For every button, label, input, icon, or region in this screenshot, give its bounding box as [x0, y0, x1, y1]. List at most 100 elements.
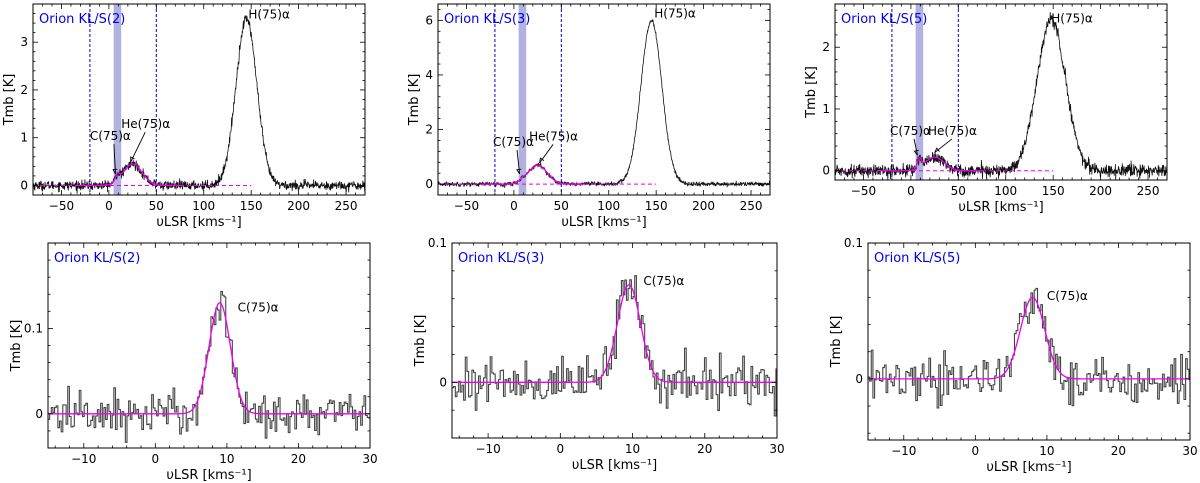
- x-axis-label: υLSR [kms⁻¹]: [561, 215, 646, 230]
- x-tick-label: 0: [972, 444, 980, 458]
- annotation-arrow: [913, 138, 918, 156]
- x-axis-label: υLSR [kms⁻¹]: [572, 458, 657, 473]
- y-tick-label: 1: [822, 102, 830, 116]
- plot-area: [868, 287, 1190, 409]
- y-tick-label: 2: [822, 40, 830, 54]
- x-tick-label: 10: [1039, 444, 1054, 458]
- y-axis-label: Tmb [K]: [829, 316, 844, 369]
- x-tick-label: 250: [740, 199, 763, 213]
- chart-panel-6: −10 0 10 20 30 0 0.1 υLSR [kms⁻¹] Tmb [K] Orion K…: [829, 236, 1198, 475]
- y-tick-label: 2: [425, 123, 433, 137]
- source-label: Orion KL/S(3): [458, 251, 544, 266]
- x-tick-label: −50: [851, 184, 876, 198]
- x-tick-label: 50: [951, 184, 966, 198]
- x-tick-label: 250: [335, 199, 358, 213]
- x-tick-label: 150: [240, 199, 263, 213]
- x-tick-label: 0: [152, 452, 160, 466]
- x-tick-label: 50: [554, 199, 569, 213]
- y-axis-label: Tmb [K]: [2, 74, 17, 127]
- x-tick-label: 20: [697, 442, 712, 456]
- velocity-band: [915, 4, 924, 180]
- gaussian-fit: [48, 302, 370, 415]
- spectrum-line: [835, 12, 1167, 180]
- line-annotation: C(75)α: [493, 135, 534, 149]
- x-tick-label: 200: [1089, 184, 1112, 198]
- x-tick-label: 0: [510, 199, 518, 213]
- x-tick-label: −50: [454, 199, 479, 213]
- axes-frame: [437, 3, 771, 196]
- x-tick-label: 30: [769, 442, 784, 456]
- x-axis-label: υLSR [kms⁻¹]: [156, 215, 241, 230]
- annotation-arrow: [516, 149, 521, 174]
- line-annotation: C(75)α: [643, 274, 684, 288]
- y-tick-label: 0.1: [24, 321, 43, 335]
- line-annotation: H(75)α: [248, 7, 290, 21]
- x-tick-label: 0: [907, 184, 915, 198]
- y-tick-label: 0.1: [844, 236, 863, 250]
- x-tick-label: 200: [287, 199, 310, 213]
- line-annotation: H(75)α: [654, 7, 696, 21]
- gaussian-fit: [75, 163, 181, 187]
- y-tick-label: 0: [425, 177, 433, 191]
- x-tick-label: −10: [891, 444, 916, 458]
- x-axis-label: υLSR [kms⁻¹]: [986, 460, 1071, 475]
- plot-area: [33, 4, 365, 195]
- x-tick-label: 20: [1111, 444, 1126, 458]
- x-tick-label: 10: [625, 442, 640, 456]
- line-annotation: C(75)α: [1047, 289, 1088, 303]
- x-tick-label: 20: [291, 452, 306, 466]
- y-tick-label: 0: [822, 164, 830, 178]
- chart-panel-5: −10 0 10 20 30 0 0.1 υLSR [kms⁻¹] Tmb [K] Orion K…: [413, 236, 785, 473]
- x-tick-label: 0: [105, 199, 113, 213]
- axes-frame: [834, 3, 1168, 181]
- spectrum-line: [452, 275, 777, 417]
- annotation-arrow: [934, 138, 953, 154]
- chart-panel-1: −50 0 50 100 150 200 250 0 1 2 3 υLSR [kms⁻¹] Tmb [K…: [2, 3, 366, 230]
- line-annotation: C(75)α: [90, 129, 131, 143]
- y-tick-label: 0.1: [428, 236, 447, 250]
- y-tick-label: 2: [20, 83, 28, 97]
- x-tick-label: 200: [692, 199, 715, 213]
- x-tick-label: 10: [219, 452, 234, 466]
- x-tick-label: 100: [597, 199, 620, 213]
- y-axis-label: Tmb [K]: [9, 320, 24, 373]
- arrow-head: [539, 157, 545, 164]
- x-tick-label: 150: [645, 199, 668, 213]
- gaussian-fit: [877, 156, 983, 172]
- line-annotation: He(75)α: [928, 124, 977, 138]
- y-tick-label: 0: [20, 178, 28, 192]
- source-label: Orion KL/S(5): [874, 251, 960, 266]
- x-tick-label: −10: [71, 452, 96, 466]
- y-axis-label: Tmb [K]: [407, 74, 422, 127]
- axes-frame: [867, 242, 1191, 441]
- source-label: Orion KL/S(5): [841, 12, 927, 27]
- axes-frame: [32, 3, 366, 196]
- velocity-band: [518, 4, 527, 195]
- velocity-band: [113, 4, 122, 195]
- y-tick-label: 1: [20, 131, 28, 145]
- x-tick-label: 0: [557, 442, 565, 456]
- y-tick-label: 4: [425, 68, 433, 82]
- x-tick-label: 50: [149, 199, 164, 213]
- y-axis-label: Tmb [K]: [804, 66, 819, 119]
- y-tick-label: 0: [35, 407, 43, 421]
- annotation-arrow: [539, 144, 554, 164]
- plot-area: [438, 4, 770, 195]
- x-tick-label: 30: [1182, 444, 1197, 458]
- x-tick-label: 100: [994, 184, 1017, 198]
- x-axis-label: υLSR [kms⁻¹]: [166, 468, 251, 483]
- y-axis-label: Tmb [K]: [413, 315, 428, 368]
- arrow-head: [112, 168, 118, 175]
- y-tick-label: 0: [439, 375, 447, 389]
- plot-area: [835, 4, 1167, 180]
- x-tick-label: 150: [1042, 184, 1065, 198]
- line-annotation: H(75)α: [1051, 12, 1093, 26]
- line-annotation: He(75)α: [529, 129, 578, 143]
- chart-panel-3: −50 0 50 100 150 200 250 0 1 2 υLSR [kms⁻¹] Tmb [K]…: [804, 3, 1168, 215]
- source-label: Orion KL/S(3): [444, 12, 530, 27]
- arrow-head: [130, 156, 135, 162]
- spectrum-line: [438, 19, 770, 188]
- gaussian-fit: [480, 164, 586, 185]
- y-tick-label: 3: [20, 35, 28, 49]
